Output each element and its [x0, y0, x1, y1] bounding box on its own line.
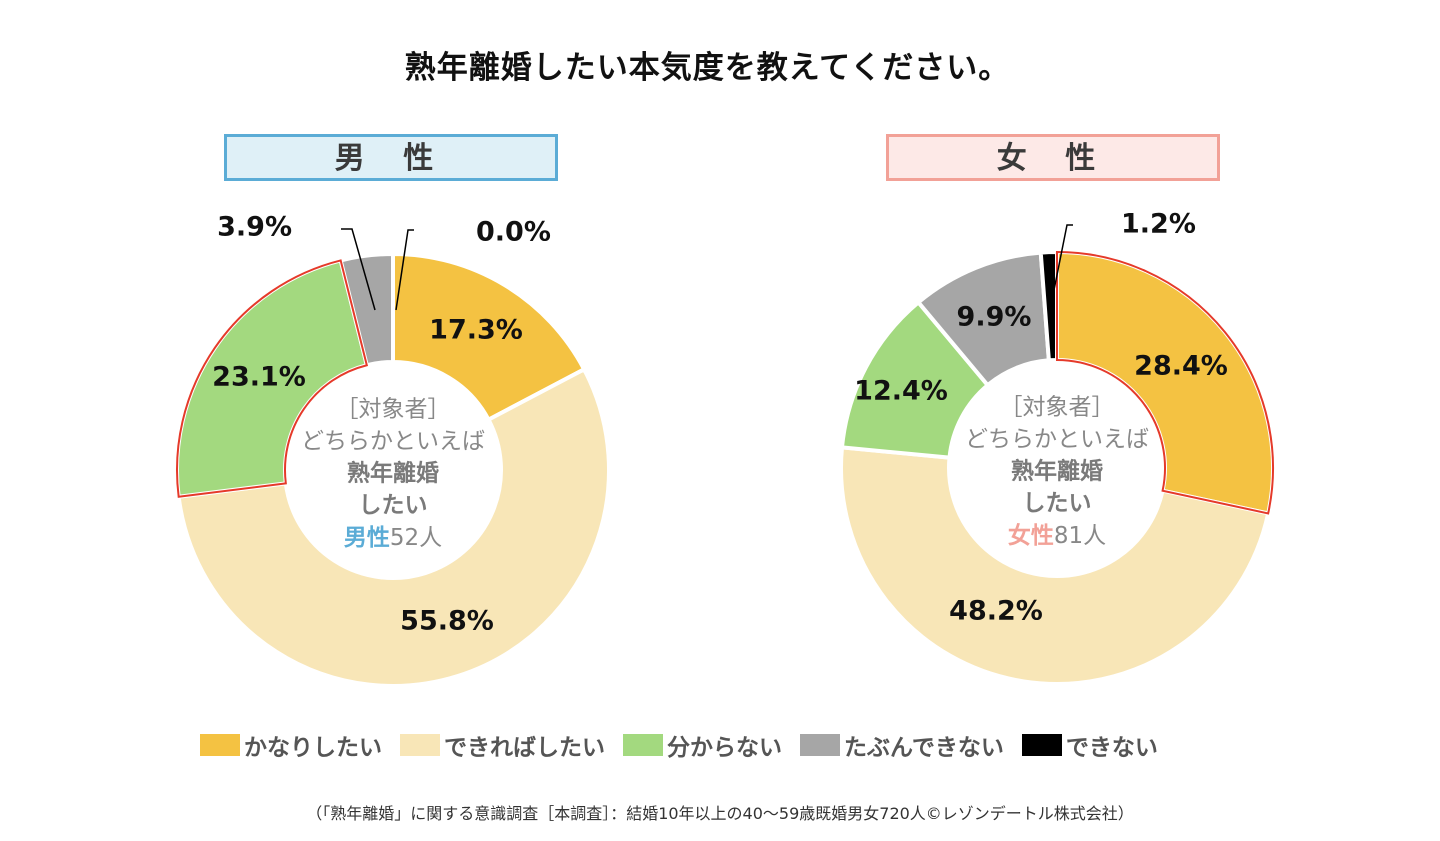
center-gender: 女性 — [1008, 522, 1054, 549]
center-count: 81人 — [1054, 523, 1106, 549]
legend-item: 分からない — [623, 728, 782, 762]
center-respondents: 女性81人 — [1008, 522, 1106, 549]
data-label-4: 1.2% — [1121, 209, 1196, 240]
legend-item: できない — [1021, 728, 1158, 762]
legend-swatch — [800, 734, 840, 756]
leader-line-4 — [395, 229, 414, 311]
data-label-1: 55.8% — [400, 606, 494, 637]
data-label-0: 17.3% — [429, 315, 523, 346]
data-label-1: 48.2% — [949, 596, 1043, 627]
center-text-line-3: 熟年離婚 — [347, 460, 439, 487]
legend-label: できない — [1065, 735, 1158, 761]
legend-label: 分からない — [667, 735, 782, 761]
legend-swatch — [400, 734, 440, 756]
data-label-2: 23.1% — [212, 362, 306, 393]
slice-3 — [338, 251, 395, 368]
data-label-2: 12.4% — [854, 376, 948, 407]
leader-line-4 — [1053, 224, 1073, 291]
legend: かなりしたい できればしたい 分からない たぶんできない できない — [200, 728, 1176, 762]
leader-line-3 — [341, 228, 376, 311]
legend-swatch — [1021, 734, 1062, 756]
data-label-4: 0.0% — [476, 217, 551, 248]
legend-swatch — [200, 734, 240, 756]
center-text-line-1: ［対象者］ — [1000, 395, 1115, 421]
center-text-line-3: 熟年離婚 — [1011, 458, 1103, 485]
chart-title: 熟年離婚したい本気度を教えてください。 — [404, 50, 1011, 86]
center-text-line-4: したい — [359, 493, 428, 519]
male-header: 男 性 — [224, 134, 558, 181]
donut-male: 17.3% 55.8% 23.1% 3.9% 0.0% ［対象者］ どちらかといえば熟年離婚… — [175, 212, 611, 688]
legend-item: できればしたい — [400, 728, 605, 762]
legend-item: かなりしたい — [200, 728, 382, 762]
center-text-line-1: ［対象者］ — [336, 397, 451, 423]
highlight-outline — [1056, 250, 1274, 515]
source-note: （「熟年離婚」に関する意識調査［本調査］：結婚10年以上の40～59歳既婚男女7… — [306, 804, 1134, 823]
legend-label: たぶんできない — [844, 735, 1004, 761]
slice-1 — [176, 366, 611, 688]
center-text-line-2: どちらかといえば — [301, 429, 485, 455]
center-count: 52人 — [390, 525, 442, 551]
donut-female: 28.4% 48.2% 12.4% 9.9% 1.2% ［対象者］ どちらかといえば熟年離婚… — [839, 209, 1275, 686]
highlight-outline — [176, 259, 369, 498]
legend-swatch — [623, 734, 663, 756]
center-text-line-4: したい — [1023, 491, 1092, 517]
slice-1 — [839, 445, 1271, 686]
legend-label: かなりしたい — [244, 735, 382, 761]
data-label-0: 28.4% — [1134, 351, 1228, 382]
data-label-3: 3.9% — [217, 212, 292, 243]
legend-item: たぶんできない — [800, 728, 1004, 762]
female-header: 女 性 — [886, 134, 1220, 181]
center-gender: 男性 — [344, 525, 390, 551]
center-respondents: 男性52人 — [344, 525, 442, 551]
data-label-3: 9.9% — [957, 302, 1032, 333]
slice-0 — [391, 251, 587, 423]
center-text-line-2: どちらかといえば — [965, 427, 1149, 453]
legend-label: できればしたい — [444, 735, 605, 761]
